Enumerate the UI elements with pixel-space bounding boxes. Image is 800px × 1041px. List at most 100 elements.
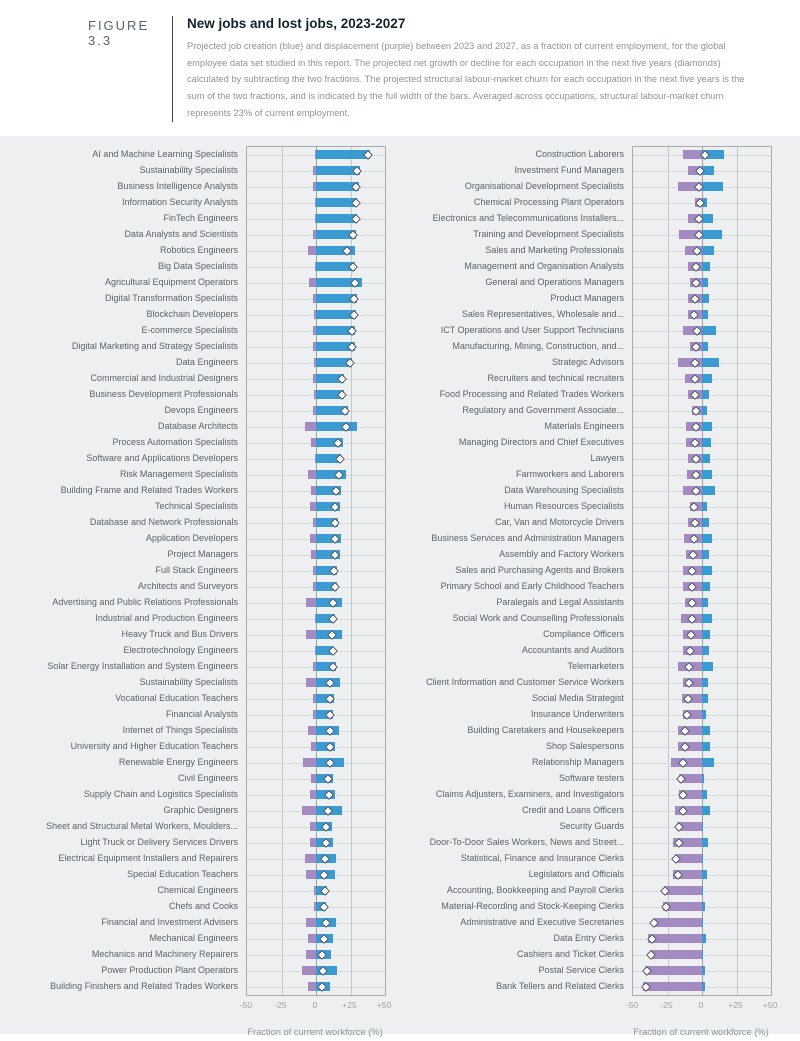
occupation-row [247, 563, 385, 579]
displacement-bar [305, 630, 316, 640]
occupation-row [247, 899, 385, 915]
creation-bar [702, 854, 704, 864]
displacement-bar [682, 150, 702, 160]
displacement-bar [673, 838, 702, 848]
creation-bar [316, 422, 357, 432]
occupation-label: Application Developers [145, 532, 238, 543]
occupation-row [633, 499, 771, 515]
occupation-label: Devops Engineers [164, 404, 238, 415]
occupation-row [633, 819, 771, 835]
occupation-label: Financial Analysts [165, 708, 238, 719]
occupation-labels-new-jobs: AI and Machine Learning Specialists Susta… [8, 146, 244, 994]
plot-column: -50 -25 0 +25 +50 Fraction of current workfo… [240, 145, 404, 1037]
creation-bar [316, 518, 339, 528]
occupation-label: Mechanics and Machinery Repairers [91, 948, 238, 959]
creation-bar [316, 550, 341, 560]
occupation-label: Information Security Analysts [121, 196, 238, 207]
occupation-label: Farmworkers and Laborers [515, 468, 624, 479]
occupation-label: Data Entry Clerks [553, 932, 624, 943]
displacement-bar [678, 230, 702, 240]
creation-bar [702, 598, 709, 608]
occupation-row [247, 291, 385, 307]
creation-bar [702, 166, 715, 176]
creation-bar [316, 390, 344, 400]
occupation-row [633, 147, 771, 163]
occupation-label: Vocational Education Teachers [115, 692, 238, 703]
displacement-bar [313, 406, 316, 416]
occupation-row [247, 339, 385, 355]
creation-bar [702, 342, 708, 352]
x-axis-tick-label: -25 [660, 999, 673, 1010]
occupation-label: Big Data Specialists [157, 260, 238, 271]
x-axis-tick-label: +50 [762, 999, 778, 1010]
creation-bar [702, 214, 714, 224]
occupation-row [633, 291, 771, 307]
displacement-bar [650, 950, 702, 960]
displacement-bar [301, 806, 316, 816]
figure-title: New jobs and lost jobs, 2023-2027 [187, 16, 406, 31]
occupation-label: Investment Fund Managers [514, 164, 624, 175]
occupation-row [633, 451, 771, 467]
x-axis-tick-label: 0 [698, 999, 704, 1010]
occupation-row [633, 867, 771, 883]
occupation-label: Electrical Equipment Installers and Repa… [58, 852, 238, 863]
occupation-row [633, 643, 771, 659]
creation-bar [316, 470, 347, 480]
creation-bar [702, 374, 712, 384]
occupation-label: Client Information and Customer Service … [426, 676, 624, 687]
creation-bar [702, 966, 705, 976]
displacement-bar [311, 742, 316, 752]
occupation-label: AI and Machine Learning Specialists [92, 148, 238, 159]
occupation-row [247, 611, 385, 627]
occupation-label: Sheet and Structural Metal Workers, Moul… [46, 820, 238, 831]
occupation-label: Recruiters and technical recruiters [487, 372, 624, 383]
occupation-label: Regulatory and Government Associate... [462, 404, 624, 415]
creation-bar [316, 150, 370, 160]
plot-area-new-jobs [246, 145, 386, 996]
occupation-row [633, 515, 771, 531]
occupation-label: Business Services and Administration Man… [431, 532, 624, 543]
occupation-label: Sales Representatives, Wholesale and... [461, 308, 624, 319]
occupation-row [247, 643, 385, 659]
occupation-row [247, 355, 385, 371]
occupation-row [633, 675, 771, 691]
occupation-row [633, 163, 771, 179]
occupation-row [633, 611, 771, 627]
occupation-label: Materials Engineers [544, 420, 624, 431]
creation-bar [316, 566, 338, 576]
occupation-label: Heavy Truck and Bus Drivers [121, 628, 238, 639]
displacement-bar [302, 966, 316, 976]
occupation-label: Mechanical Engineers [149, 932, 238, 943]
occupation-label: Paralegals and Legal Assistants [496, 596, 624, 607]
creation-bar [702, 438, 711, 448]
displacement-bar [310, 534, 316, 544]
creation-bar [316, 214, 358, 224]
occupation-label: Door-To-Door Sales Workers, News and Str… [429, 836, 624, 847]
occupation-label: Social Media Strategist [531, 692, 624, 703]
displacement-bar [304, 422, 316, 432]
creation-bar [702, 790, 707, 800]
occupation-row [247, 419, 385, 435]
creation-bar [702, 902, 705, 912]
x-axis-title: Fraction of current workforce (%) [247, 1026, 383, 1037]
displacement-bar [314, 614, 316, 624]
figure-number: FIGURE 3.3 [88, 18, 150, 48]
occupation-row [633, 435, 771, 451]
creation-bar [702, 182, 724, 192]
occupation-row [247, 483, 385, 499]
creation-bar [316, 694, 334, 704]
occupation-row [633, 883, 771, 899]
occupation-row [633, 179, 771, 195]
occupation-row [247, 915, 385, 931]
x-axis-tick-label: 0 [312, 999, 318, 1010]
displacement-bar [309, 278, 316, 288]
occupation-row [247, 627, 385, 643]
occupation-label: Assembly and Factory Workers [499, 548, 624, 559]
creation-bar [702, 646, 709, 656]
displacement-bar [306, 598, 316, 608]
figure-header: FIGURE 3.3 New jobs and lost jobs, 2023-… [0, 0, 800, 122]
creation-bar [316, 310, 357, 320]
creation-bar [316, 294, 357, 304]
occupation-label: Credit and Loans Officers [522, 804, 624, 815]
